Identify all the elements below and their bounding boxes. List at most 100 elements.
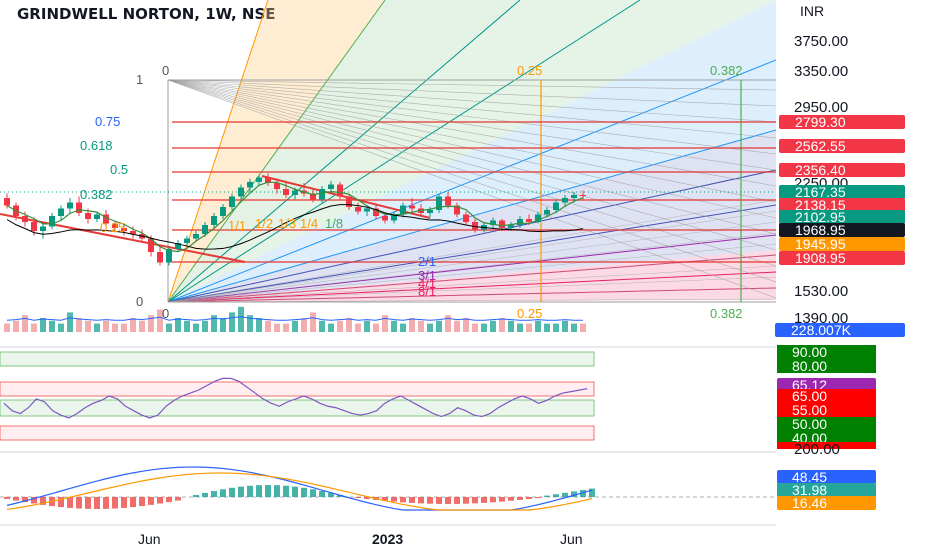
rsi-level-tag-bg-5 bbox=[777, 431, 876, 445]
macd-hist-40 bbox=[364, 497, 370, 499]
gann-ray-1 bbox=[167, 0, 386, 303]
volume-bar-58 bbox=[526, 323, 532, 332]
macd-hist-32 bbox=[292, 486, 298, 497]
volume-bar-29 bbox=[265, 320, 271, 332]
macd-hist-55 bbox=[499, 497, 505, 502]
candle-body-37 bbox=[337, 184, 343, 197]
volume-bar-2 bbox=[22, 315, 28, 332]
fib-grid-line-7 bbox=[167, 79, 776, 203]
macd-hist-50 bbox=[454, 497, 460, 504]
price-tags: 2799.30 2562.55 2356.40 2167.352138.152102.… bbox=[775, 114, 905, 338]
fib-grid-low-7 bbox=[167, 276, 776, 303]
gann-zone-3 bbox=[168, 0, 776, 302]
volume-bar-46 bbox=[418, 320, 424, 332]
candle-body-31 bbox=[283, 189, 289, 195]
volume-bar-0 bbox=[4, 323, 10, 332]
macd-hist-11 bbox=[103, 497, 109, 509]
price-tick-0: 3750.00 bbox=[794, 33, 848, 50]
volume-bar-20 bbox=[184, 320, 190, 332]
volume-bar-41 bbox=[373, 323, 379, 332]
macd-hist-56 bbox=[508, 497, 514, 501]
candle-body-25 bbox=[229, 196, 235, 207]
fib-time-label-top-1: 0.25 bbox=[517, 63, 542, 78]
fib-time-label-bottom-2: 0.382 bbox=[710, 306, 743, 321]
gann-label-2: 1/3 bbox=[278, 216, 296, 231]
macd-hist-30 bbox=[274, 485, 280, 497]
macd-hist-2 bbox=[22, 497, 28, 503]
price-tag-5: 2102.95 bbox=[795, 209, 846, 225]
fib-grid-line-4 bbox=[167, 79, 776, 155]
volume-bar-48 bbox=[436, 320, 442, 332]
rsi-level-tag-bg-1 bbox=[777, 359, 876, 373]
fib-grid-line-2 bbox=[167, 79, 776, 123]
macd-hist-36 bbox=[328, 492, 334, 497]
rsi-level-tag-2: 65.00 bbox=[792, 388, 827, 404]
macd-hist-0 bbox=[4, 497, 10, 499]
candles-layer bbox=[4, 173, 586, 266]
candle-body-3 bbox=[31, 222, 37, 231]
candle-body-28 bbox=[256, 177, 262, 182]
fib-grid-line-5 bbox=[167, 79, 776, 171]
volume-bar-59 bbox=[535, 320, 541, 332]
macd-hist-10 bbox=[94, 497, 100, 509]
gann-label-3: 1/4 bbox=[300, 216, 318, 231]
volume-bar-45 bbox=[409, 318, 415, 332]
macd-tag-bg-0 bbox=[777, 470, 876, 484]
macd-hist-15 bbox=[139, 497, 145, 507]
rsi-band-90-80 bbox=[0, 351, 595, 367]
volume-bar-51 bbox=[463, 318, 469, 332]
rsi-band-low bbox=[0, 425, 595, 441]
rsi-band-50-40 bbox=[0, 399, 595, 417]
macd-hist-52 bbox=[472, 497, 478, 504]
volume-bar-8 bbox=[76, 318, 82, 332]
price-tag-bg-4 bbox=[779, 198, 905, 212]
volume-bar-13 bbox=[121, 323, 127, 332]
gann-label-5: 2/1 bbox=[418, 254, 436, 269]
candle-body-10 bbox=[94, 214, 100, 219]
gann-ray-0 bbox=[167, 0, 269, 303]
macd-hist-65 bbox=[589, 488, 595, 497]
candle-body-0 bbox=[4, 198, 10, 206]
time-axis[interactable]: Jun 2023 Jun bbox=[138, 531, 583, 547]
candle-body-32 bbox=[292, 190, 298, 195]
macd-hist-28 bbox=[256, 485, 262, 497]
macd-hist-23 bbox=[211, 491, 217, 497]
macd-tag-1: 31.98 bbox=[792, 482, 827, 498]
volume-bar-19 bbox=[175, 318, 181, 332]
price-tag-bg-8 bbox=[779, 251, 905, 265]
candle-body-58 bbox=[526, 219, 532, 222]
volume-bar-26 bbox=[238, 306, 244, 332]
macd-hist-39 bbox=[355, 497, 361, 498]
volume-bar-38 bbox=[346, 318, 352, 332]
fib-level-label-0: 1 bbox=[136, 72, 143, 87]
macd-hist-60 bbox=[544, 495, 550, 497]
price-axis[interactable]: 3750.003350.002950.002250.001530.001390.… bbox=[794, 33, 848, 327]
volume-bar-50 bbox=[454, 320, 460, 332]
macd-hist-44 bbox=[400, 497, 406, 503]
macd-hist-27 bbox=[247, 485, 253, 497]
macd-hist-31 bbox=[283, 485, 289, 497]
volume-bar-27 bbox=[247, 315, 253, 332]
volume-layer bbox=[4, 306, 586, 332]
macd-hist-6 bbox=[58, 497, 64, 508]
macd-hist-42 bbox=[382, 497, 388, 501]
fib-grid-low-6 bbox=[167, 265, 776, 303]
candle-body-47 bbox=[427, 210, 433, 213]
volume-bar-52 bbox=[472, 323, 478, 332]
candle-body-62 bbox=[562, 198, 568, 203]
rsi-line bbox=[3, 377, 588, 419]
price-tag-bg-3 bbox=[779, 185, 905, 199]
fib-level-label-3: 0.5 bbox=[110, 162, 128, 177]
price-tag-8: 1908.95 bbox=[795, 250, 846, 266]
candle-body-21 bbox=[193, 234, 199, 239]
macd-hist-18 bbox=[166, 497, 172, 503]
volume-bar-32 bbox=[292, 320, 298, 332]
price-tag-0: 2799.30 bbox=[795, 114, 846, 130]
currency-label: INR bbox=[800, 3, 824, 19]
candle-body-4 bbox=[40, 226, 46, 231]
macd-hist-22 bbox=[202, 492, 208, 497]
volume-bar-40 bbox=[364, 320, 370, 332]
macd-tag-0: 48.45 bbox=[792, 469, 827, 485]
fib-grid-low-4 bbox=[167, 243, 776, 303]
